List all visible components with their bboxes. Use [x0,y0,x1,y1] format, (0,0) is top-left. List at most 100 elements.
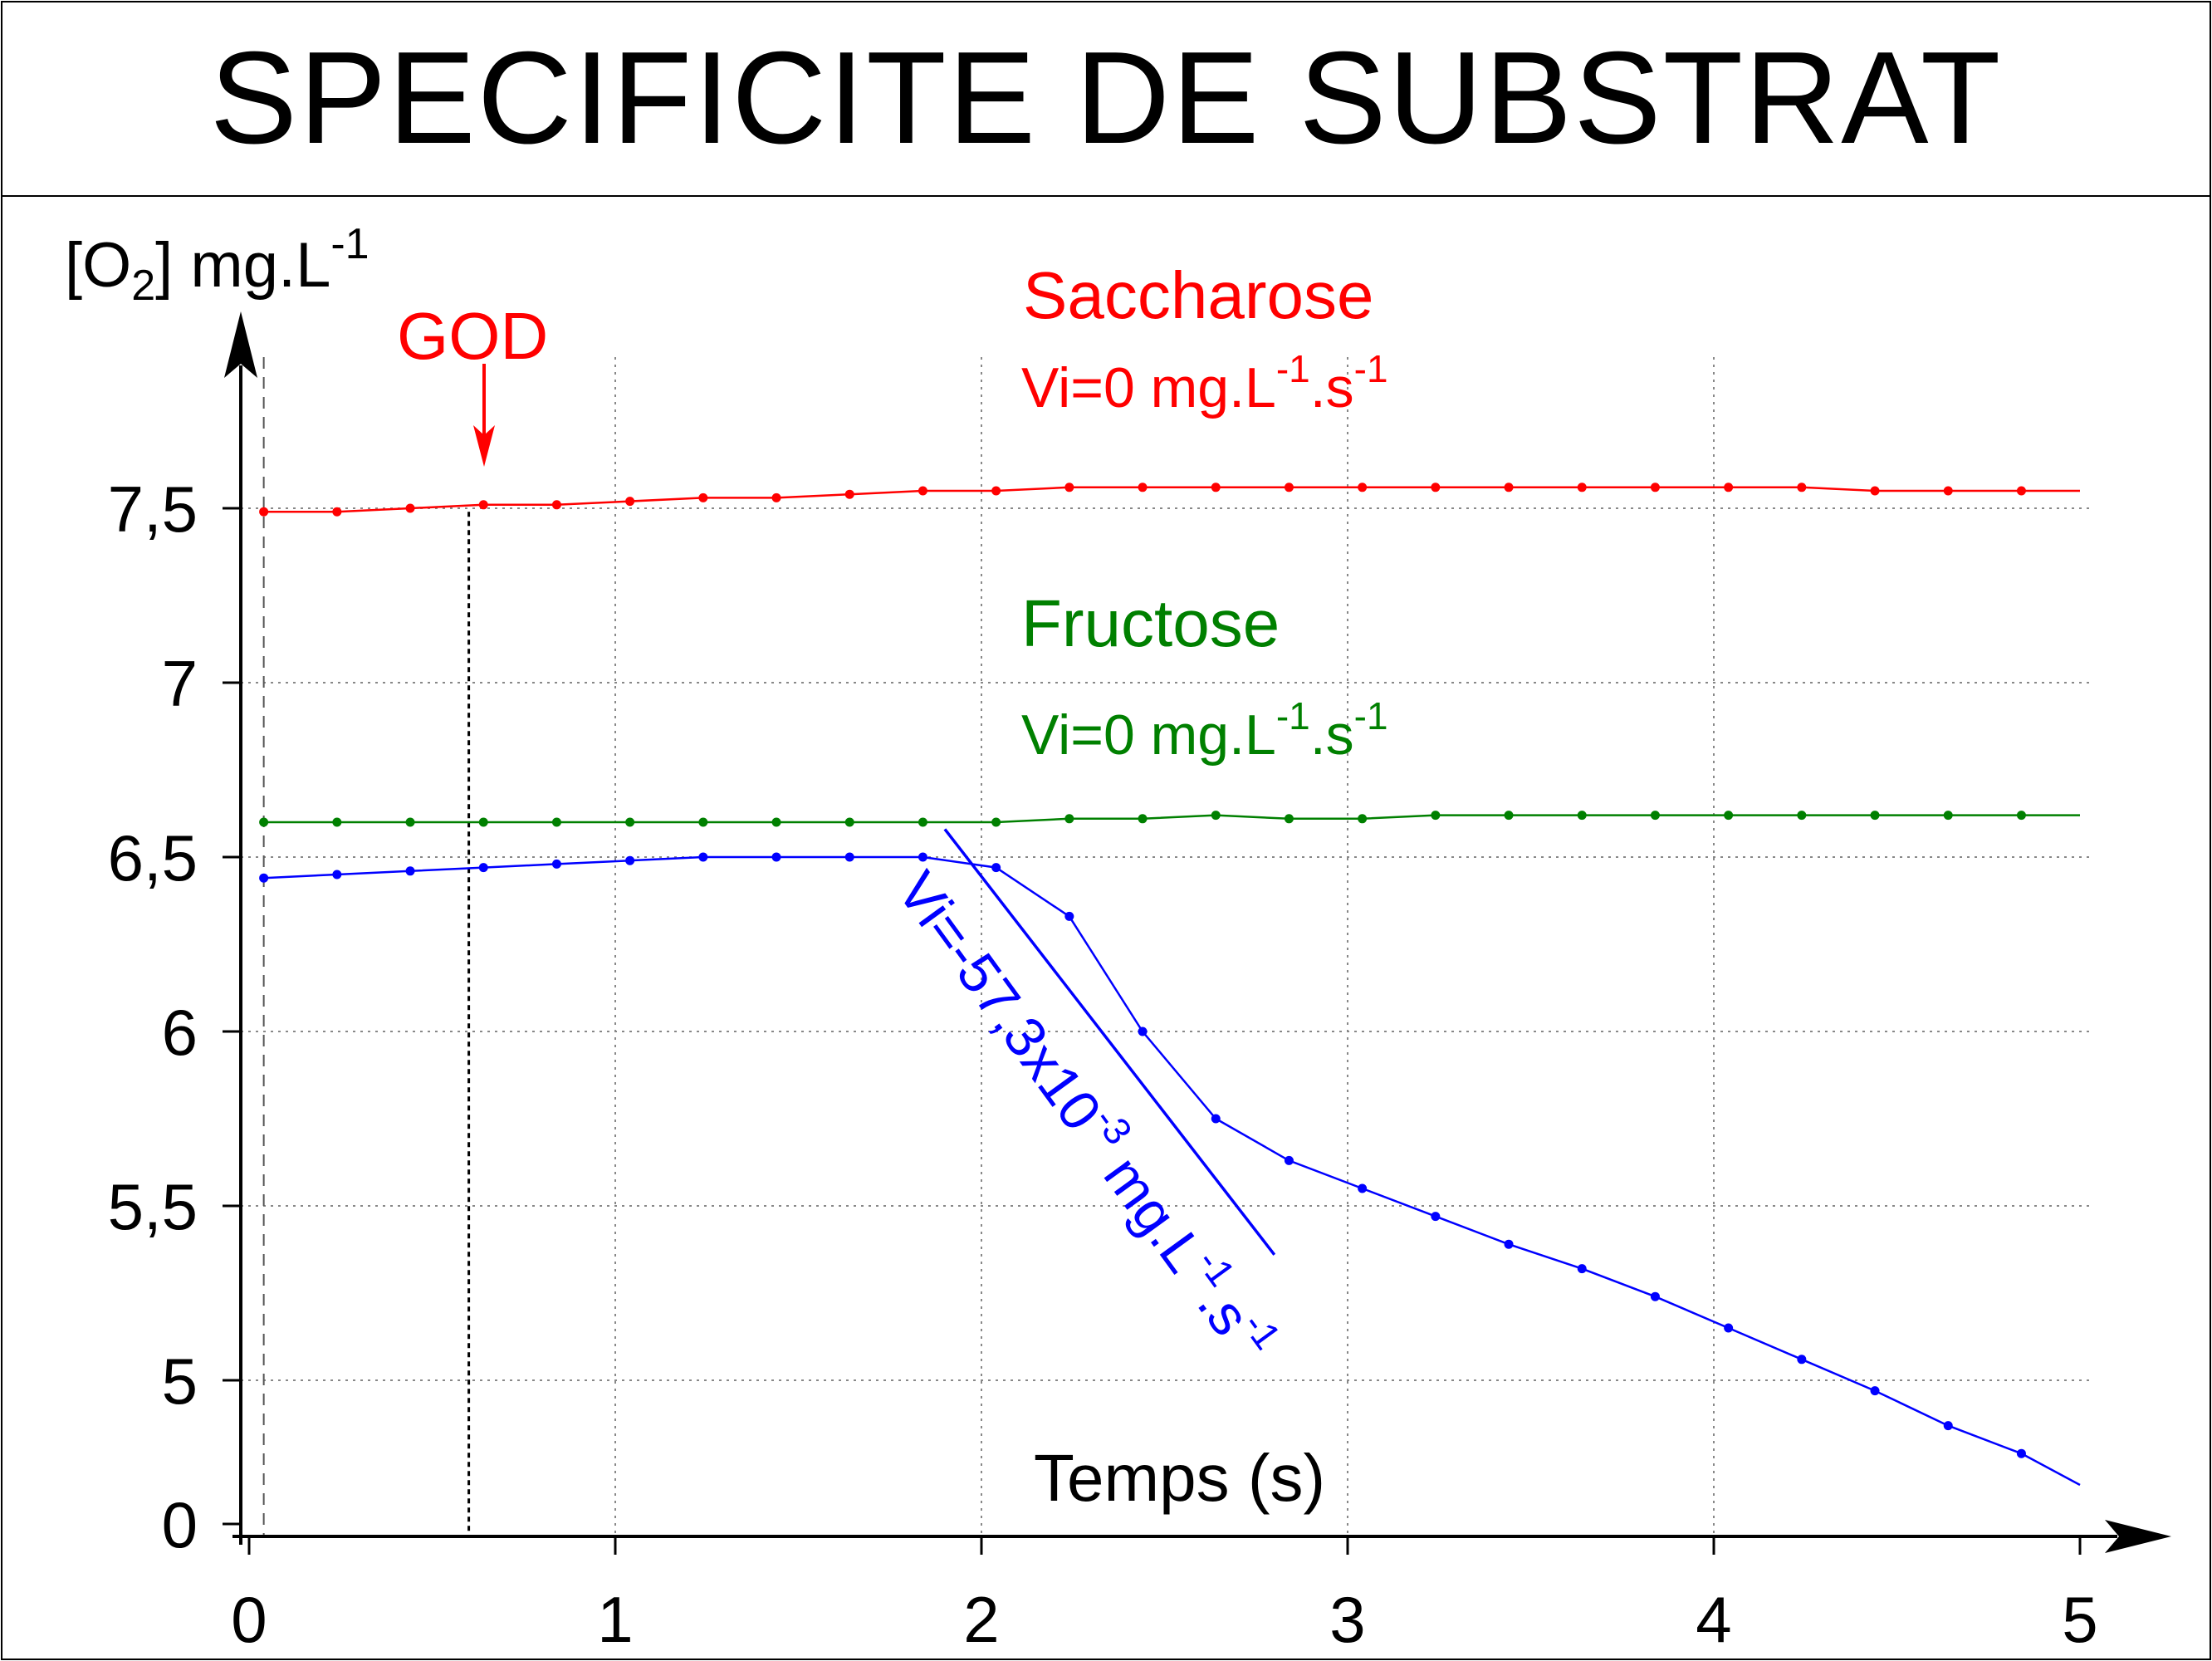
fructose-data-point [1358,814,1368,824]
fructose-data-point [478,817,488,827]
saccharose-data-point [1797,483,1807,492]
glucose-data-point [405,866,415,876]
glucose-data-point [698,852,708,862]
fructose-data-point [1138,814,1148,824]
saccharose-data-point [918,486,927,496]
saccharose-rate-text: Vi=0 mg.L [1021,356,1276,419]
glucose-data-point [1577,1264,1587,1274]
fructose-data-point [918,817,927,827]
glucose-data-point [1211,1114,1221,1124]
x-tick-label: 2 [963,1583,999,1656]
glucose-data-point [991,863,1001,873]
glucose-data-point [2016,1448,2026,1458]
fructose-rate-sup1: -1 [1276,694,1310,737]
glucose-data-point [478,863,488,873]
y-tick-label: 7 [162,647,198,720]
y-tick-label: 7,5 [108,473,198,546]
saccharose-data-point [1138,483,1148,492]
saccharose-rate-sup2: -1 [1354,347,1388,390]
fructose-data-point [1064,814,1074,824]
glucose-data-point [844,852,854,862]
glucose-data-point [1358,1183,1368,1193]
fructose-data-point [1650,811,1660,821]
glucose-data-point [1284,1155,1294,1165]
y-axis-label-main: [O [65,230,131,301]
fructose-rate: Vi=0 mg.L-1.s-1 [1021,694,1388,767]
saccharose-data-point [332,507,342,517]
glucose-data-point [332,870,342,879]
y-tick-label: 6 [162,996,198,1069]
x-tick-label: 0 [231,1583,267,1656]
saccharose-data-point [991,486,1001,496]
saccharose-data-point [1577,483,1587,492]
fructose-data-point [332,817,342,827]
saccharose-rate-mid: .s [1310,356,1354,419]
fructose-data-point [1943,811,1953,821]
saccharose-data-point [844,489,854,499]
fructose-data-point [1724,811,1734,821]
glucose-data-point [1650,1291,1660,1301]
glucose-data-point [259,873,269,883]
fructose-data-point [1284,814,1294,824]
saccharose-data-point [771,492,781,502]
fructose-data-point [1870,811,1880,821]
glucose-data-point [1724,1323,1734,1333]
page-title: SPECIFICITE DE SUBSTRAT [209,24,2003,171]
glucose-data-point [918,852,927,862]
saccharose-rate: Vi=0 mg.L-1.s-1 [1021,347,1388,419]
glucose-data-point [551,859,561,869]
saccharose-rate-sup1: -1 [1276,347,1310,390]
fructose-label: Fructose [1021,586,1280,660]
saccharose-label: Saccharose [1023,258,1373,332]
saccharose-series-line [263,486,2080,513]
saccharose-data-point [1064,483,1074,492]
saccharose-data-point [2016,486,2026,496]
glucose-data-point [1870,1386,1880,1396]
glucose-data-point [625,855,635,865]
saccharose-data-point [1943,486,1953,496]
grid-layer [241,357,2092,1536]
y-axis-label: [O2] mg.L-1 [65,220,369,310]
glucose-rate: Vi=-57,3x10-3 mg.L-1.s-1 [885,855,1290,1374]
fructose-series-line [263,814,2080,824]
saccharose-data-point [1650,483,1660,492]
saccharose-data-point [1870,486,1880,496]
y-axis-label-rest: ] mg.L [155,230,330,301]
y-tick-label: 6,5 [108,821,198,894]
fructose-data-point [1504,811,1514,821]
fructose-data-point [1577,811,1587,821]
god-arrow-head [473,425,495,467]
fructose-data-point [991,817,1001,827]
fructose-data-point [844,817,854,827]
saccharose-data-point [1284,483,1294,492]
god-label: GOD [397,299,548,373]
glucose-data-point [771,852,781,862]
glucose-data-point [1504,1239,1514,1249]
saccharose-data-point [551,500,561,510]
axis-layer: 0 5 5,5 6 6,5 7 7,5 0 1 2 3 4 5 [108,311,2171,1656]
glucose-data-point [1064,911,1074,921]
saccharose-data-point [1211,483,1221,492]
saccharose-data-point [405,503,415,513]
saccharose-data-point [259,507,269,517]
x-tick-label: 4 [1696,1583,1731,1656]
y-tick-label: 5 [162,1345,198,1418]
saccharose-data-point [1724,483,1734,492]
fructose-data-point [698,817,708,827]
x-axis-label: Temps (s) [1034,1441,1325,1515]
fructose-rate-sup2: -1 [1354,694,1388,737]
fructose-data-point [1211,811,1221,821]
saccharose-data-point [698,492,708,502]
y-axis-label-sub: 2 [131,262,155,310]
title-bar: SPECIFICITE DE SUBSTRAT [1,1,2211,197]
fructose-data-point [771,817,781,827]
fructose-rate-text: Vi=0 mg.L [1021,703,1276,767]
glucose-series-line [263,855,2081,1487]
fructose-data-point [259,817,269,827]
fructose-rate-mid: .s [1310,703,1354,767]
saccharose-data-point [1504,483,1514,492]
glucose-data-point [1943,1421,1953,1431]
glucose-data-point [1138,1026,1148,1036]
